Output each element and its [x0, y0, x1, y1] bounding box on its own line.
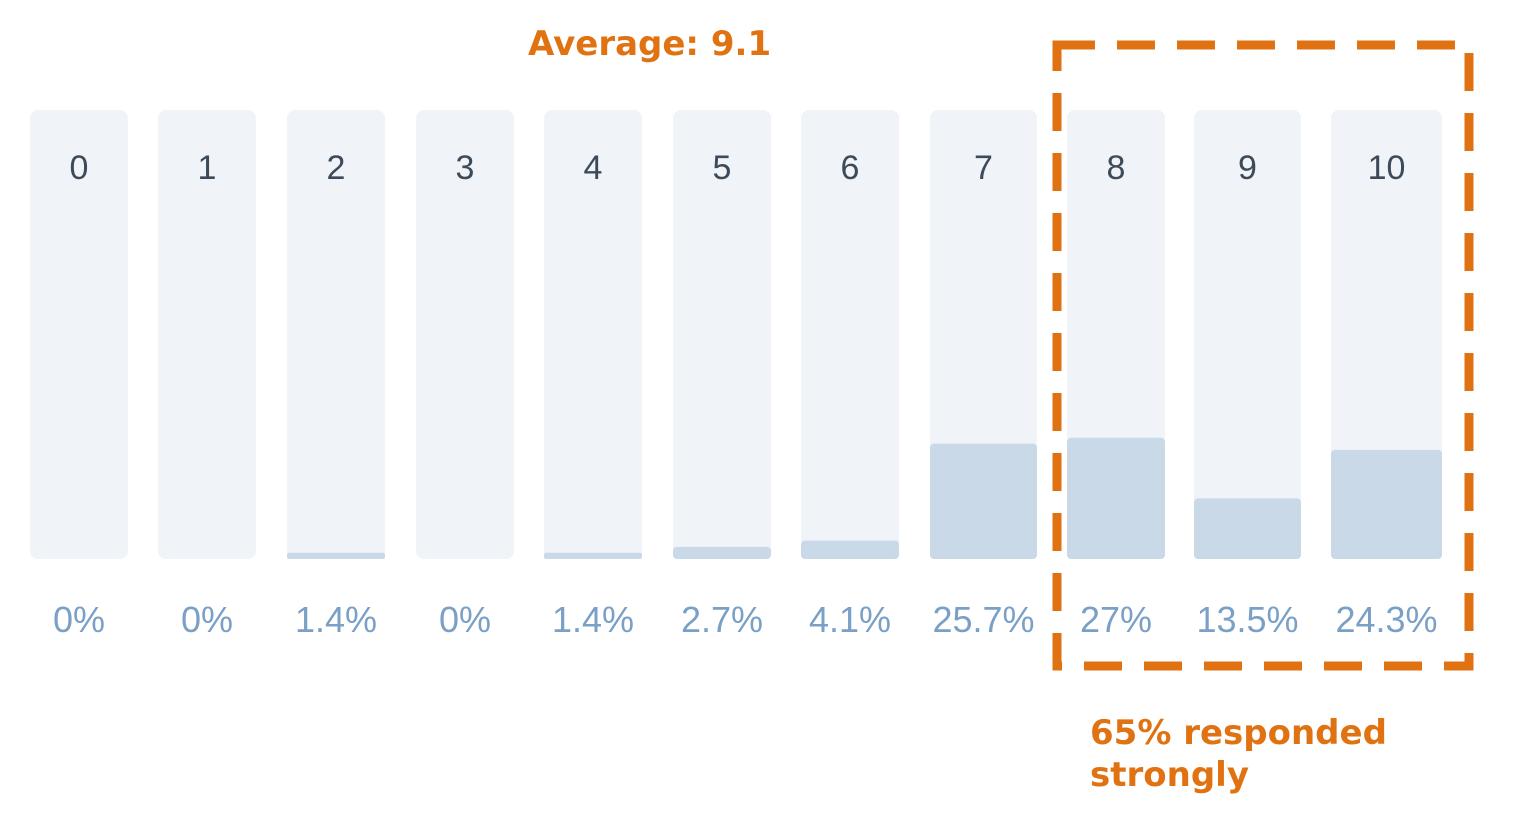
bar-group: 0 0% 1 0% 2 1.4% 3 0% 4 1.4% 5 2.7% 6 4.1% 7 25.7% 8 27% 9…: [30, 110, 1442, 640]
bar-8: [1067, 437, 1165, 559]
value-label-1: 0%: [181, 599, 233, 640]
value-label-10: 24.3%: [1335, 599, 1437, 640]
value-label-5: 2.7%: [681, 599, 763, 640]
category-label-7: 7: [974, 149, 993, 187]
bar-track-3: [416, 110, 514, 559]
category-label-5: 5: [713, 149, 732, 187]
bar-track-0: [30, 110, 128, 559]
bar-7: [930, 443, 1037, 559]
bar-4: [544, 552, 642, 559]
highlight-note: 65% responded strongly: [1090, 713, 1387, 795]
bar-9: [1194, 498, 1301, 559]
value-label-0: 0%: [53, 599, 105, 640]
bar-track-6: [801, 110, 899, 559]
category-label-8: 8: [1107, 149, 1126, 187]
category-label-6: 6: [841, 149, 860, 187]
bar-track-1: [158, 110, 256, 559]
average-annotation: Average: 9.1: [528, 24, 772, 64]
bar-track-2: [287, 110, 385, 559]
bar-track-4: [544, 110, 642, 559]
value-label-8: 27%: [1080, 599, 1152, 640]
bar-10: [1331, 449, 1442, 559]
value-label-7: 25.7%: [932, 599, 1034, 640]
category-label-2: 2: [327, 149, 346, 187]
bar-6: [801, 540, 899, 559]
bar-5: [673, 546, 771, 559]
bar-track-5: [673, 110, 771, 559]
bar-track-10: [1331, 110, 1442, 559]
category-label-1: 1: [198, 149, 217, 187]
value-label-6: 4.1%: [809, 599, 891, 640]
highlight-dashed-box: [1052, 40, 1474, 671]
category-label-4: 4: [584, 149, 603, 187]
value-label-2: 1.4%: [295, 599, 377, 640]
value-label-4: 1.4%: [552, 599, 634, 640]
bar-2: [287, 552, 385, 559]
value-label-3: 0%: [439, 599, 491, 640]
category-label-3: 3: [456, 149, 475, 187]
category-label-9: 9: [1238, 149, 1257, 187]
bar-track-9: [1194, 110, 1301, 559]
category-label-0: 0: [70, 149, 89, 187]
value-label-9: 13.5%: [1196, 599, 1298, 640]
category-label-10: 10: [1368, 149, 1406, 187]
